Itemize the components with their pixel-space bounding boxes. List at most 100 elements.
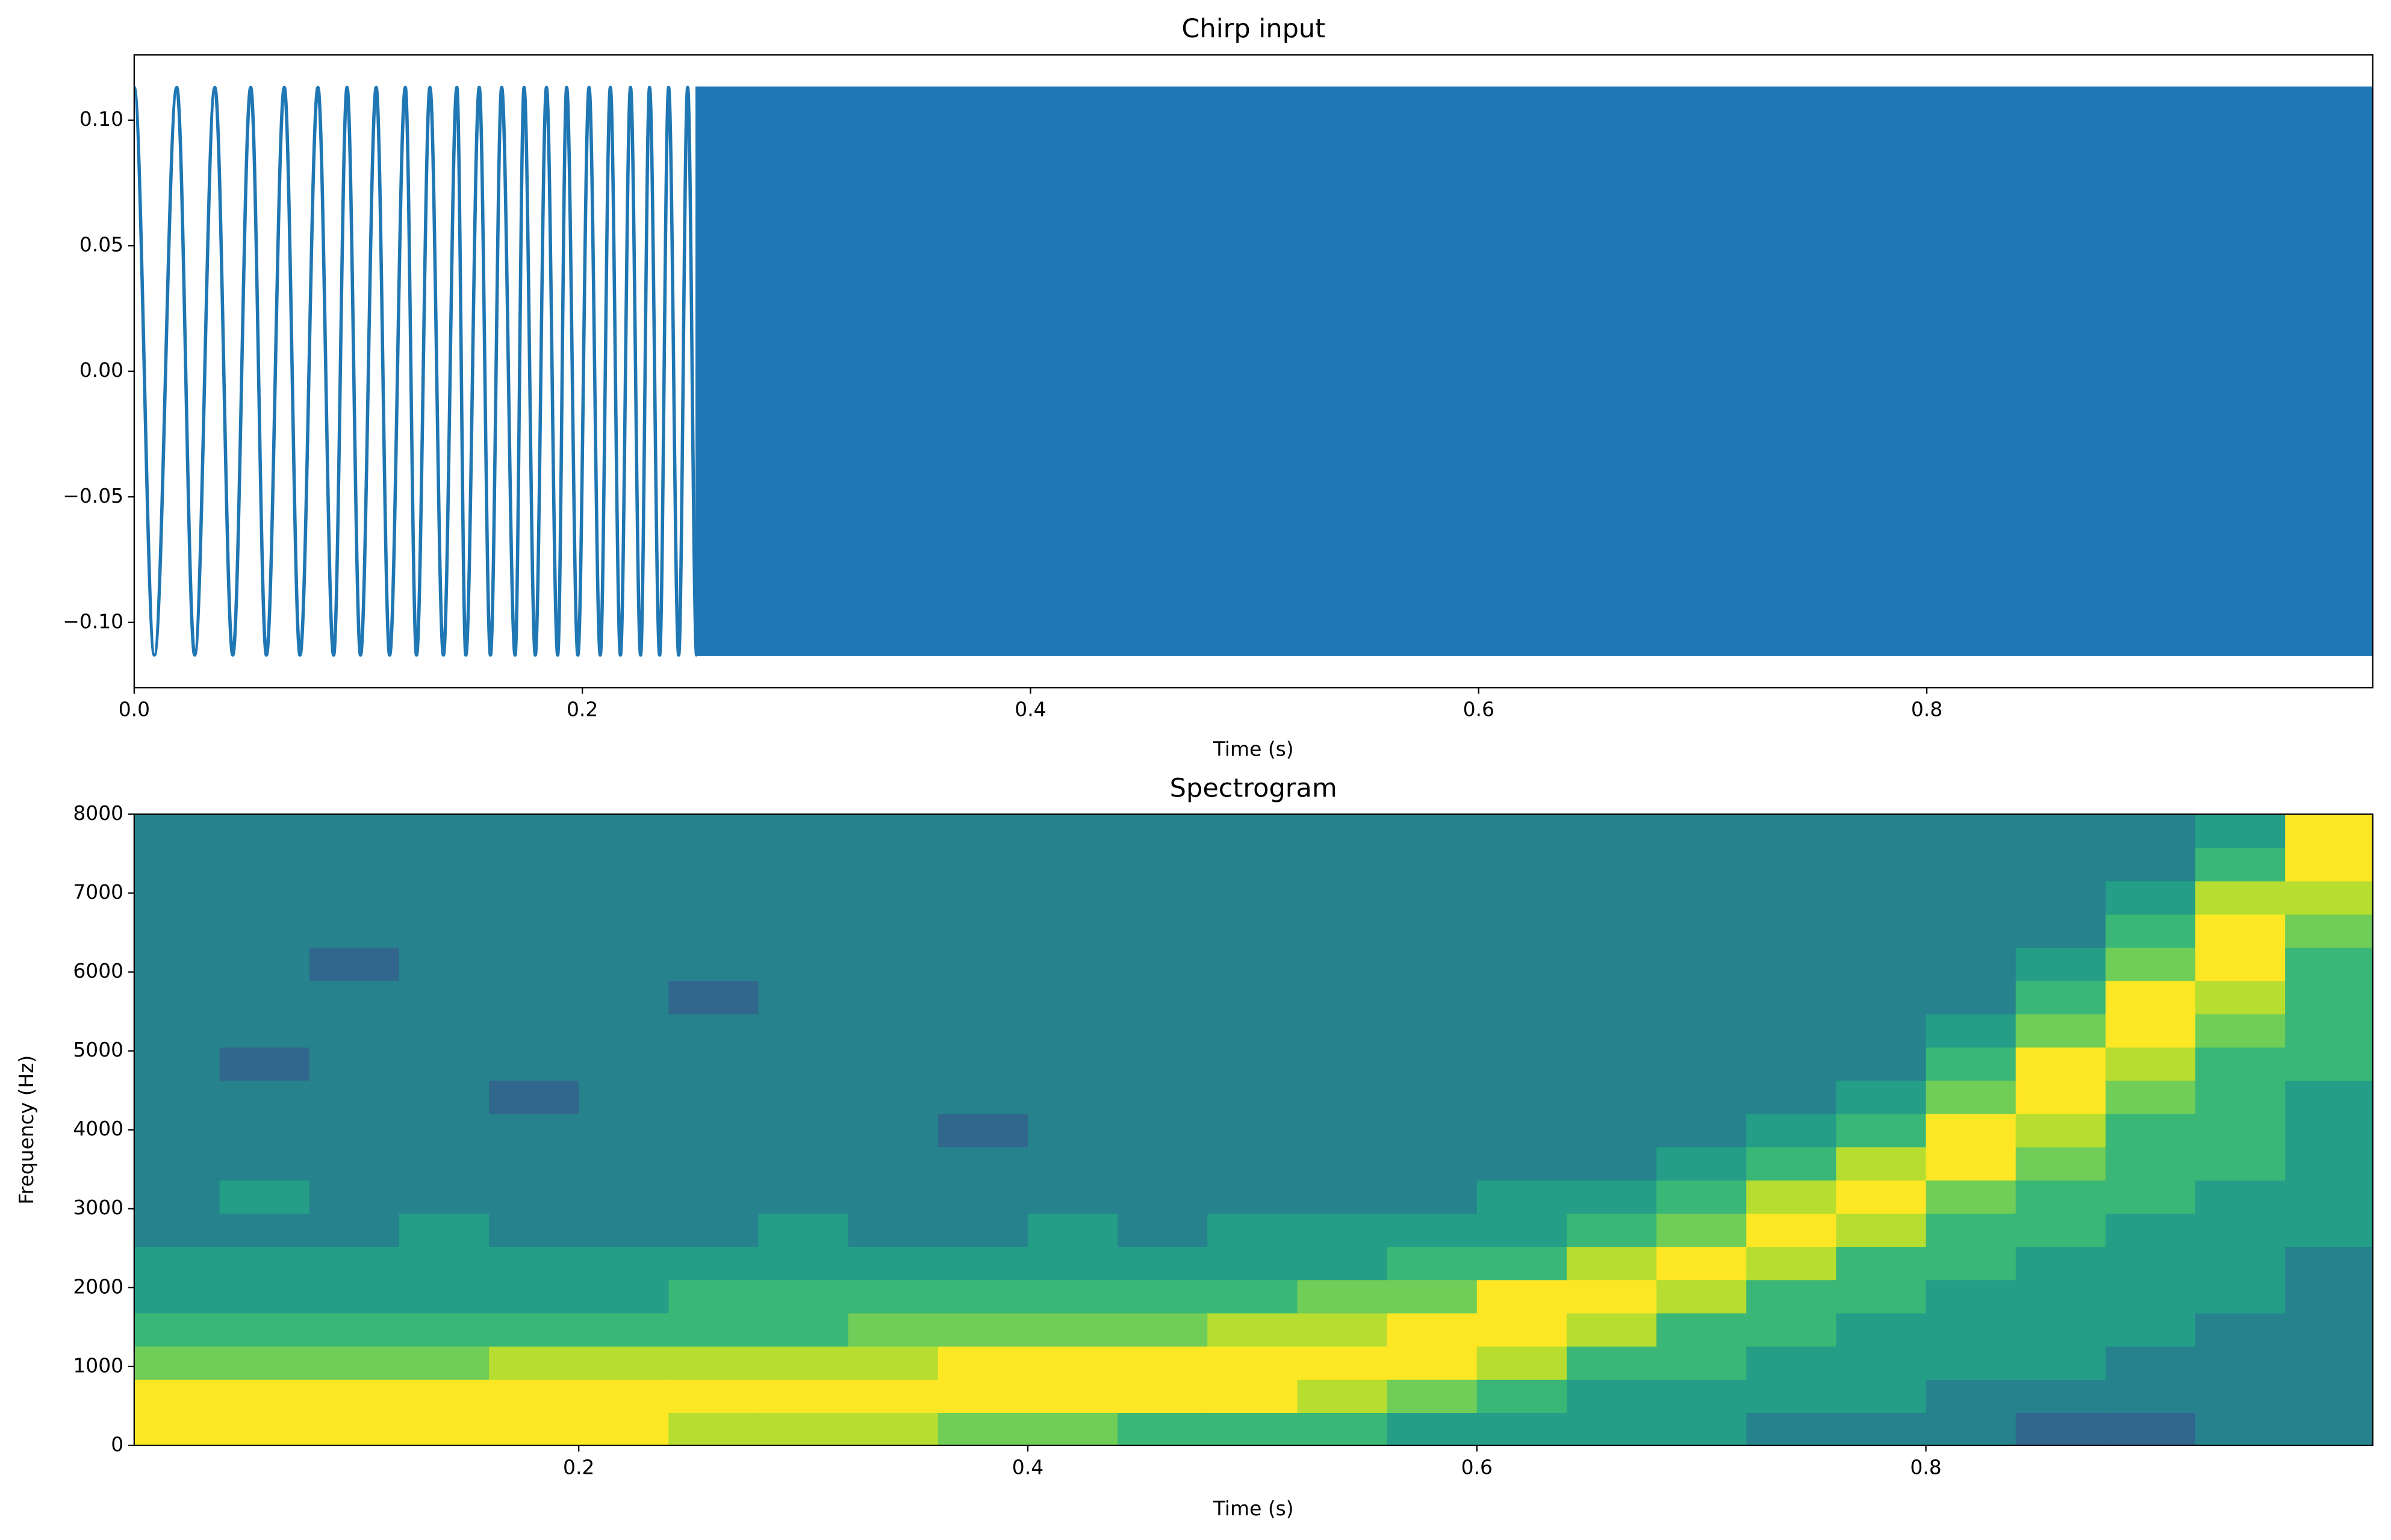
- heatmap-cell: [134, 1212, 220, 1247]
- heatmap-cell: [1387, 1379, 1478, 1413]
- heatmap-cell: [1746, 1179, 1837, 1214]
- heatmap-cell: [668, 1346, 759, 1380]
- heatmap-cell: [219, 880, 310, 915]
- chart-title: Spectrogram: [1170, 773, 1337, 803]
- heatmap-cell: [1027, 1412, 1119, 1445]
- heatmap-cell: [937, 847, 1029, 882]
- heatmap-cell: [1926, 880, 2016, 915]
- heatmap-cell: [2285, 1412, 2373, 1445]
- y-tick-label: −0.10: [63, 609, 123, 633]
- heatmap-cell: [1027, 1279, 1119, 1314]
- heatmap-cell: [848, 1179, 939, 1214]
- heatmap-cell: [309, 1279, 400, 1314]
- x-tick-label: 0.2: [563, 1455, 594, 1479]
- heatmap-cell: [758, 1279, 849, 1314]
- heatmap-cell: [1566, 1212, 1658, 1247]
- heatmap-cell: [134, 980, 220, 1014]
- heatmap-cell: [579, 947, 670, 981]
- heatmap-cell: [1297, 1346, 1388, 1380]
- heatmap-cell: [1926, 1346, 2016, 1380]
- y-tick-label: 0.10: [79, 107, 123, 131]
- heatmap-cell: [1027, 880, 1119, 915]
- heatmap-cell: [1836, 1179, 1927, 1214]
- heatmap-cell: [1118, 1046, 1208, 1081]
- heatmap-cell: [219, 1312, 310, 1347]
- heatmap-cell: [1836, 1379, 1927, 1413]
- heatmap-cell: [489, 880, 580, 915]
- heatmap-cell: [1207, 980, 1298, 1014]
- y-tick-label: 4000: [73, 1117, 123, 1140]
- heatmap-cell: [399, 980, 490, 1014]
- heatmap-cell: [134, 1379, 220, 1413]
- heatmap-cell: [1027, 814, 1119, 848]
- heatmap-cell: [1207, 947, 1298, 981]
- heatmap-cell: [1297, 1079, 1388, 1114]
- heatmap-cell: [1746, 847, 1837, 882]
- heatmap-cell: [848, 913, 939, 948]
- heatmap-cell: [2015, 847, 2107, 882]
- heatmap-cell: [1387, 980, 1478, 1014]
- heatmap-cell: [937, 1312, 1029, 1347]
- heatmap-cell: [668, 1146, 759, 1181]
- y-tick-label: 5000: [73, 1038, 123, 1061]
- plot-area: [134, 85, 2373, 657]
- heatmap-cell: [2285, 913, 2373, 948]
- heatmap-cell: [758, 814, 849, 848]
- heatmap-cell: [2015, 1346, 2107, 1380]
- heatmap-cell: [219, 1379, 310, 1413]
- heatmap-cell: [1746, 1146, 1837, 1181]
- heatmap-cell: [1656, 1346, 1747, 1380]
- heatmap-cell: [219, 1279, 310, 1314]
- heatmap-cell: [309, 880, 400, 915]
- heatmap-cell: [937, 980, 1029, 1014]
- heatmap-cell: [2195, 1079, 2286, 1114]
- heatmap-cell: [1118, 1412, 1208, 1445]
- heatmap-cell: [848, 1212, 939, 1247]
- heatmap-cell: [937, 1212, 1029, 1247]
- heatmap-cell: [309, 814, 400, 848]
- heatmap-cell: [2285, 1346, 2373, 1380]
- heatmap-cell: [1836, 1412, 1927, 1445]
- heatmap-cell: [1027, 1013, 1119, 1048]
- heatmap-cell: [2015, 1412, 2107, 1445]
- heatmap-cell: [399, 1379, 490, 1413]
- heatmap-cell: [219, 980, 310, 1014]
- heatmap-cell: [668, 1312, 759, 1347]
- heatmap-cell: [1476, 814, 1568, 848]
- heatmap-cell: [2015, 1179, 2107, 1214]
- heatmap-cell: [1387, 1179, 1478, 1214]
- heatmap-cell: [1656, 947, 1747, 981]
- heatmap-cell: [848, 1079, 939, 1114]
- heatmap-cell: [1836, 1013, 1927, 1048]
- heatmap-cell: [1656, 1379, 1747, 1413]
- heatmap-cell: [134, 1312, 220, 1347]
- heatmap-cell: [758, 1179, 849, 1214]
- heatmap-cell: [489, 1179, 580, 1214]
- heatmap-cell: [1027, 1379, 1119, 1413]
- heatmap-cell: [219, 1346, 310, 1380]
- y-tick-label: 6000: [73, 959, 123, 983]
- heatmap-cell: [2285, 1312, 2373, 1347]
- heatmap-cell: [1476, 1246, 1568, 1281]
- heatmap-cell: [758, 980, 849, 1014]
- heatmap-cell: [1566, 913, 1658, 948]
- heatmap-cell: [1926, 1079, 2016, 1114]
- heatmap-cell: [579, 1212, 670, 1247]
- y-tick-label: 8000: [73, 801, 123, 825]
- heatmap-cell: [668, 847, 759, 882]
- heatmap-cell: [134, 1046, 220, 1081]
- heatmap-cell: [489, 1312, 580, 1347]
- heatmap-cell: [309, 947, 400, 981]
- heatmap-cell: [309, 1146, 400, 1181]
- heatmap-cell: [758, 947, 849, 981]
- heatmap-cell: [1387, 1046, 1478, 1081]
- heatmap-cell: [937, 880, 1029, 915]
- heatmap-cell: [1656, 1146, 1747, 1181]
- heatmap-cell: [1836, 880, 1927, 915]
- heatmap-cell: [2105, 1013, 2197, 1048]
- heatmap-cell: [1476, 1079, 1568, 1114]
- heatmap-cell: [2195, 1013, 2286, 1048]
- heatmap-cell: [1746, 1312, 1837, 1347]
- heatmap-cell: [1118, 1312, 1208, 1347]
- heatmap-cell: [219, 947, 310, 981]
